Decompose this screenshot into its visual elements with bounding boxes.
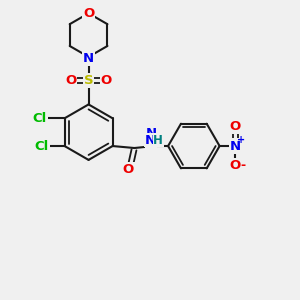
Text: -: - bbox=[241, 159, 246, 172]
Text: H: H bbox=[153, 134, 163, 147]
Text: O: O bbox=[230, 159, 241, 172]
Text: +: + bbox=[237, 135, 245, 145]
Text: H: H bbox=[146, 135, 156, 148]
Text: O: O bbox=[83, 7, 94, 20]
Text: Cl: Cl bbox=[33, 112, 47, 125]
Text: Cl: Cl bbox=[34, 140, 49, 152]
Text: N: N bbox=[146, 127, 157, 140]
Text: O: O bbox=[101, 74, 112, 87]
Text: O: O bbox=[65, 74, 76, 87]
Text: S: S bbox=[84, 74, 93, 87]
Text: N: N bbox=[145, 134, 156, 147]
Text: O: O bbox=[230, 120, 241, 133]
Text: O: O bbox=[123, 163, 134, 176]
Text: N: N bbox=[83, 52, 94, 65]
Text: N: N bbox=[230, 140, 241, 152]
